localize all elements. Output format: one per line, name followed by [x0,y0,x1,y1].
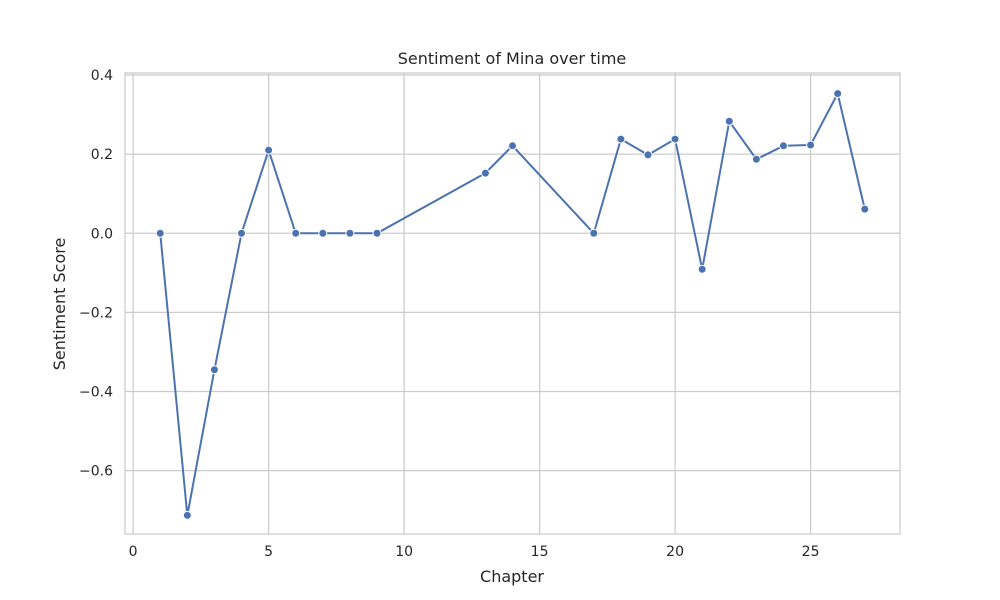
data-point [778,141,788,151]
y-tick-labels: −0.6 −0.4 −0.2 0.0 0.2 0.4 [79,68,113,480]
data-point [237,228,247,238]
x-axis-label: Chapter [480,567,544,586]
y-tick-label: 0.2 [91,147,113,163]
data-point [724,116,734,126]
y-tick-label: −0.4 [79,385,113,401]
data-point [860,204,870,214]
y-axis-label: Sentiment Score [50,238,69,371]
data-point [345,228,355,238]
series-line [159,92,866,517]
x-tick-labels: 0 5 10 15 20 25 [129,544,820,560]
data-point [806,140,816,150]
chart-title: Sentiment of Mina over time [398,49,627,68]
data-point [318,228,328,238]
data-point [508,141,517,151]
series-layer [155,89,870,520]
x-tick-label: 15 [531,544,549,560]
y-tick-label: 0.0 [91,226,113,242]
data-point [616,134,626,144]
data-point [264,145,274,155]
data-point [209,365,219,375]
grid-layer [125,73,900,534]
x-tick-label: 0 [129,544,138,560]
x-tick-label: 25 [802,544,820,560]
data-point [697,264,707,274]
plot-frame [124,72,901,535]
data-point [643,150,653,160]
data-point [182,510,192,520]
data-point [751,154,761,164]
y-tick-label: 0.4 [91,68,113,84]
data-point [589,228,599,238]
data-point [155,228,165,238]
x-tick-label: 5 [264,544,273,560]
y-tick-label: −0.6 [79,464,113,480]
data-point [480,168,490,178]
data-point [372,228,382,238]
data-point [833,89,843,99]
y-tick-label: −0.2 [79,305,113,321]
data-point [291,228,301,238]
x-tick-label: 10 [395,544,413,560]
x-tick-label: 20 [666,544,684,560]
data-point [670,134,680,144]
